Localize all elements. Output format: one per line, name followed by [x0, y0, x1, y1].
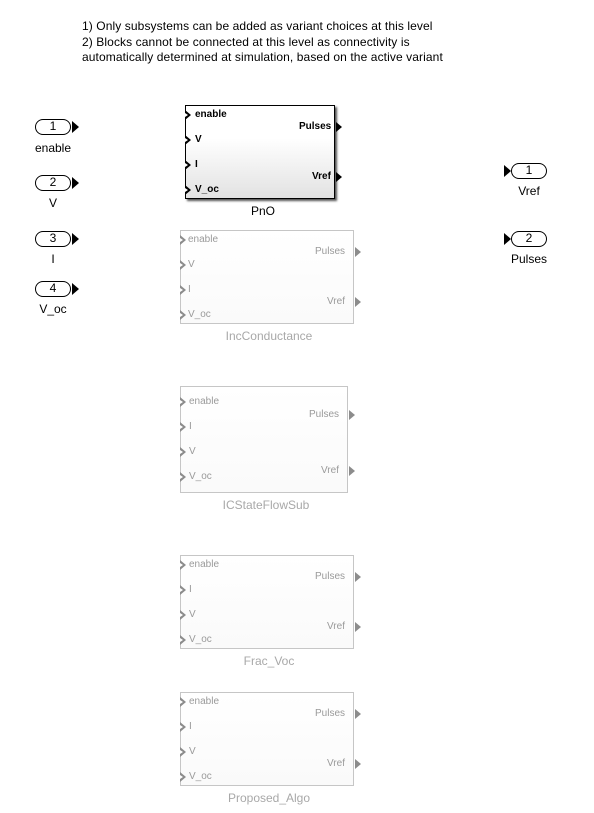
input-label: V — [195, 134, 202, 145]
inport-label: I — [51, 252, 55, 266]
output-label: Vref — [327, 296, 345, 307]
input-port-arrow-icon — [180, 722, 186, 732]
output-port-arrow-icon — [355, 297, 361, 307]
output-port-arrow-icon — [355, 247, 361, 257]
input-label: enable — [189, 696, 220, 707]
output-port-arrow-icon — [355, 622, 361, 632]
note-line-2: 2) Blocks cannot be connected at this le… — [82, 34, 410, 49]
output-label: Vref — [327, 758, 345, 769]
block-body[interactable] — [180, 692, 354, 786]
output-label: Pulses — [315, 708, 346, 719]
port-arrow-icon — [72, 177, 79, 189]
block-body[interactable] — [185, 105, 335, 199]
output-label: Pulses — [309, 409, 340, 420]
block-name: PnO — [250, 204, 275, 218]
note-line-1: 1) Only subsystems can be added as varia… — [82, 19, 433, 33]
inport-number: 2 — [35, 175, 71, 191]
input-port-arrow-icon — [180, 635, 186, 645]
input-port-arrow-icon — [180, 235, 186, 245]
input-label: enable — [195, 109, 227, 120]
input-label: I — [189, 421, 192, 432]
input-port-arrow-icon — [185, 160, 191, 170]
port-arrow-icon — [72, 121, 79, 133]
block-name: Frac_Voc — [243, 654, 295, 668]
input-port-arrow-icon — [185, 135, 191, 145]
input-label: V_oc — [188, 309, 211, 320]
input-label: V_oc — [189, 634, 212, 645]
input-label: I — [188, 284, 191, 295]
input-label: enable — [189, 559, 220, 570]
input-label: V_oc — [195, 184, 219, 195]
input-label: V — [189, 446, 196, 457]
input-port-arrow-icon — [180, 585, 186, 595]
input-label: V — [189, 746, 196, 757]
output-port-arrow-icon — [349, 466, 355, 476]
input-port-arrow-icon — [180, 397, 186, 407]
input-port-arrow-icon — [180, 472, 186, 482]
input-port-arrow-icon — [180, 260, 186, 270]
block-name: IncConductance — [225, 329, 313, 343]
inport-label: V — [48, 196, 57, 210]
input-label: V_oc — [189, 471, 212, 482]
output-port-arrow-icon — [336, 172, 342, 182]
inport-number: 3 — [35, 231, 71, 247]
output-port-arrow-icon — [355, 709, 361, 719]
block-body[interactable] — [180, 386, 348, 493]
input-port-arrow-icon — [180, 560, 186, 570]
output-label: Vref — [312, 171, 331, 182]
input-port-arrow-icon — [185, 110, 191, 120]
input-port-arrow-icon — [185, 185, 191, 195]
block-body[interactable] — [180, 230, 354, 324]
input-port-arrow-icon — [180, 610, 186, 620]
inport-label: enable — [34, 141, 72, 155]
input-label: V — [188, 259, 195, 270]
input-label: enable — [189, 396, 220, 407]
input-label: V_oc — [189, 771, 212, 782]
port-arrow-icon — [72, 283, 79, 295]
input-port-arrow-icon — [180, 772, 186, 782]
output-label: Vref — [327, 621, 345, 632]
input-label: I — [195, 159, 198, 170]
input-port-arrow-icon — [180, 747, 186, 757]
port-arrow-icon — [72, 233, 79, 245]
outport-number: 1 — [511, 163, 547, 179]
block-body[interactable] — [180, 555, 354, 649]
input-label: V — [189, 609, 196, 620]
inport-number: 1 — [35, 119, 71, 135]
block-name: Proposed_Algo — [227, 791, 311, 805]
output-label: Vref — [321, 465, 339, 476]
outport-number: 2 — [511, 231, 547, 247]
output-port-arrow-icon — [349, 410, 355, 420]
input-port-arrow-icon — [180, 447, 186, 457]
input-label: I — [189, 721, 192, 732]
input-port-arrow-icon — [180, 310, 186, 320]
inport-number: 4 — [35, 281, 71, 297]
output-port-arrow-icon — [355, 759, 361, 769]
output-label: Pulses — [315, 571, 346, 582]
input-label: enable — [188, 234, 219, 245]
input-port-arrow-icon — [180, 422, 186, 432]
inport-label: V_oc — [39, 302, 67, 316]
input-port-arrow-icon — [180, 285, 186, 295]
output-label: Pulses — [299, 121, 332, 132]
input-label: I — [189, 584, 192, 595]
port-arrow-icon — [504, 165, 511, 177]
output-port-arrow-icon — [336, 122, 342, 132]
variant-note: 1) Only subsystems can be added as varia… — [82, 19, 443, 66]
input-port-arrow-icon — [180, 697, 186, 707]
outport-label: Vref — [518, 184, 540, 198]
port-arrow-icon — [504, 233, 511, 245]
output-port-arrow-icon — [355, 572, 361, 582]
note-line-3: automatically determined at simulation, … — [82, 50, 443, 64]
outport-label: Pulses — [510, 252, 548, 266]
output-label: Pulses — [315, 246, 346, 257]
block-name: ICStateFlowSub — [222, 498, 310, 512]
